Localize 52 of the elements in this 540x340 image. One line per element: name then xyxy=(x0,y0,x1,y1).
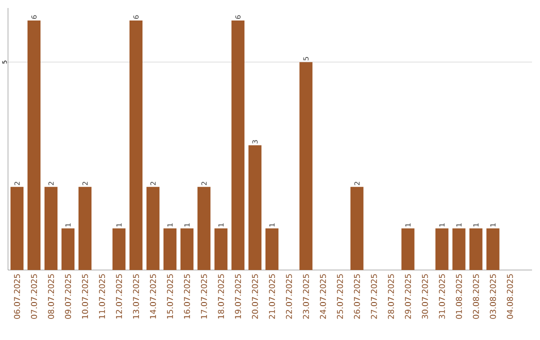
bar xyxy=(10,186,24,270)
x-tick-label: 19.07.2025 xyxy=(234,274,241,318)
x-tick-label: 04.08.2025 xyxy=(506,274,513,319)
x-tick-label: 09.07.2025 xyxy=(64,274,72,319)
x-tick-label: 18.07.2025 xyxy=(218,274,224,318)
x-tick-label: 26.07.2025 xyxy=(354,274,360,319)
x-tick-label: 27.07.2025 xyxy=(370,274,377,319)
bar xyxy=(62,228,74,270)
x-tick-label: 23.07.2025 xyxy=(302,274,309,319)
bar xyxy=(231,20,244,270)
x-tick-label: 31.07.2025 xyxy=(438,274,445,319)
bar xyxy=(265,228,278,270)
x-tick-label: 28.07.2025 xyxy=(388,274,394,319)
x-tick-label: 03.08.2025 xyxy=(490,274,496,319)
x-tick-label: 15.07.2025 xyxy=(166,274,173,318)
bar xyxy=(44,186,58,270)
bar xyxy=(350,186,364,270)
x-tick-label: 29.07.2025 xyxy=(404,274,411,319)
bar xyxy=(452,228,466,270)
bar xyxy=(78,186,92,270)
x-tick-label: 21.07.2025 xyxy=(268,274,275,319)
bar xyxy=(197,186,210,270)
x-tick-label: 25.07.2025 xyxy=(336,274,343,319)
bar xyxy=(469,228,482,270)
x-tick-label: 17.07.2025 xyxy=(200,274,207,318)
x-tick-label: 16.07.2025 xyxy=(184,274,190,318)
bar xyxy=(180,228,194,270)
x-tick-label: 22.07.2025 xyxy=(286,274,292,319)
x-tick-label: 11.07.2025 xyxy=(98,274,106,318)
x-tick-label: 07.07.2025 xyxy=(30,274,38,319)
x-tick-label: 13.07.2025 xyxy=(132,274,140,318)
x-tick-label: 12.07.2025 xyxy=(116,274,122,318)
x-tick-label: 30.07.2025 xyxy=(422,274,428,319)
x-tick-label: 01.08.2025 xyxy=(456,274,462,319)
bar xyxy=(214,228,228,270)
x-tick-label: 06.07.2025 xyxy=(14,274,20,319)
bar xyxy=(28,20,41,270)
x-tick-label: 08.07.2025 xyxy=(48,274,54,319)
x-tick-label: 10.07.2025 xyxy=(82,274,88,318)
x-tick-label: 02.08.2025 xyxy=(472,274,479,319)
bar xyxy=(299,62,312,270)
x-tick-label: 20.07.2025 xyxy=(252,274,258,319)
x-tick-label: 14.07.2025 xyxy=(150,274,156,318)
bar xyxy=(486,228,500,270)
x-tick-label: 24.07.2025 xyxy=(320,274,326,319)
bar xyxy=(146,186,160,270)
bar xyxy=(163,228,176,270)
bar xyxy=(112,228,126,270)
bar xyxy=(248,145,262,270)
bar xyxy=(401,228,414,270)
bar xyxy=(435,228,448,270)
bar xyxy=(129,20,142,270)
